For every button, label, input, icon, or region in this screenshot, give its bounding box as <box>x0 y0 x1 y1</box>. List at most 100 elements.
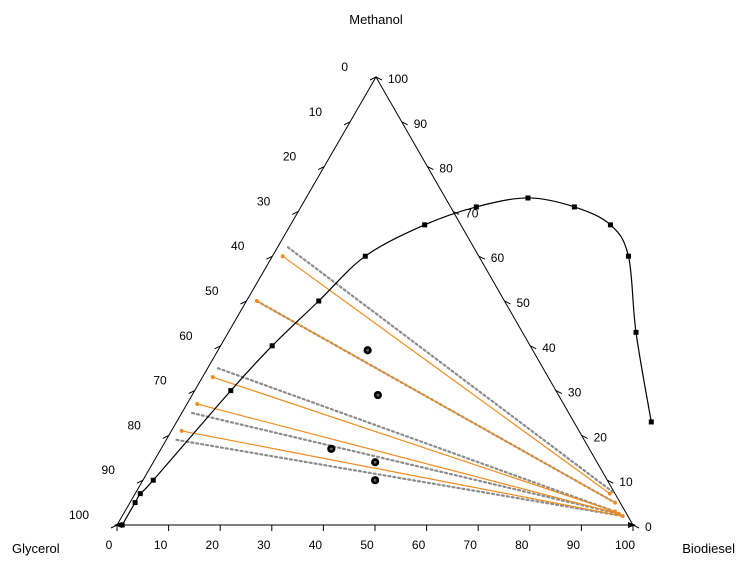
left-tick-mark <box>136 479 144 484</box>
binodal-point <box>119 522 125 528</box>
left-tick-label: 60 <box>179 329 193 343</box>
right-tick-label: 20 <box>594 430 608 444</box>
left-tick-label: 40 <box>231 239 245 253</box>
tie-line-end-point <box>607 491 612 496</box>
tie-line-end-point <box>620 514 625 519</box>
tie-line-end-point <box>195 402 200 407</box>
bottom-tick-label: 40 <box>309 538 323 552</box>
experimental-tie-line <box>256 300 616 504</box>
experimental-tie-line <box>212 376 616 513</box>
binodal-point <box>473 204 479 210</box>
bottom-tick-label: 100 <box>615 538 635 552</box>
left-tick-mark <box>214 345 221 350</box>
left-tick-label: 0 <box>341 60 348 74</box>
right-tick-label: 0 <box>645 520 652 534</box>
left-tick-label: 20 <box>283 150 297 164</box>
left-tick-label: 30 <box>257 194 271 208</box>
vertex-label-left: Glycerol <box>12 541 60 556</box>
right-tick-label: 30 <box>568 386 582 400</box>
right-tick-mark <box>427 166 434 171</box>
left-tick-mark <box>110 524 118 529</box>
experimental-tie-line <box>282 255 611 495</box>
binodal-point <box>648 419 654 425</box>
bottom-tick-label: 80 <box>515 538 529 552</box>
right-tick-mark <box>401 121 408 126</box>
right-tick-mark <box>607 479 614 484</box>
right-tick-label: 90 <box>414 117 428 131</box>
triangle-outline <box>116 75 634 526</box>
vertex-label-top: Methanol <box>349 12 403 27</box>
calculated-tie-line <box>216 367 617 513</box>
bottom-axis: 0 10 20 30 40 50 60 70 80 90 100 <box>106 525 635 552</box>
right-axis: 0 10 20 30 40 50 60 70 80 90 100 <box>375 72 652 534</box>
right-tick-mark <box>555 390 563 395</box>
experimental-tie-line <box>197 403 619 515</box>
right-tick-label: 100 <box>388 72 408 86</box>
experimental-tie-line <box>181 430 623 517</box>
feed-point-center <box>373 460 377 464</box>
right-tick-mark <box>504 300 511 305</box>
feed-point-center <box>376 393 380 397</box>
right-tick-mark <box>529 345 537 350</box>
left-axis: 0 10 20 30 40 50 60 70 80 90 100 <box>69 60 377 529</box>
tie-line-end-point <box>179 428 184 433</box>
left-tick-label: 90 <box>102 463 116 477</box>
left-tick-label: 100 <box>69 508 89 522</box>
calculated-tie-line <box>286 246 617 495</box>
left-tick-label: 10 <box>309 105 323 119</box>
binodal-point <box>316 298 322 304</box>
feed-point-center <box>329 447 333 451</box>
right-tick-mark <box>375 76 383 81</box>
feed-point-center <box>366 348 370 352</box>
binodal-point <box>422 222 428 228</box>
left-tick-label: 80 <box>127 418 141 432</box>
binodal-curve <box>119 195 654 528</box>
tie-line-end-point <box>612 500 617 505</box>
calculated-tie-line <box>190 411 620 515</box>
binodal-point <box>150 477 156 483</box>
bottom-tick-label: 0 <box>106 538 113 552</box>
left-tick-label: 50 <box>205 284 219 298</box>
bottom-tick-label: 60 <box>412 538 426 552</box>
left-tick-mark <box>317 166 325 171</box>
right-tick-label: 60 <box>491 251 505 265</box>
left-tick-label: 70 <box>153 374 167 388</box>
binodal-point <box>228 388 234 394</box>
tie-line-end-point <box>254 299 259 303</box>
binodal-point <box>625 253 631 259</box>
binodal-point <box>633 329 639 335</box>
right-tick-label: 50 <box>517 296 531 310</box>
calculated-tie-line <box>175 438 624 518</box>
right-tick-label: 40 <box>542 341 556 355</box>
tie-line-end-point <box>280 254 285 259</box>
experimental-tie-lines <box>179 254 625 519</box>
right-tick-mark <box>478 255 486 260</box>
left-tick-mark <box>369 76 377 81</box>
corner-marker-biodiesel <box>628 522 636 528</box>
feed-points <box>327 346 382 485</box>
binodal-point <box>607 222 613 228</box>
bottom-tick-label: 30 <box>257 538 271 552</box>
left-tick-mark <box>188 390 195 395</box>
bottom-tick-label: 20 <box>206 538 220 552</box>
right-tick-mark <box>632 524 640 529</box>
left-tick-mark <box>162 434 170 439</box>
left-tick-mark <box>240 300 247 305</box>
bottom-tick-label: 50 <box>360 538 374 552</box>
right-tick-mark <box>581 434 588 439</box>
binodal-point <box>362 253 368 259</box>
binodal-point <box>525 195 531 201</box>
feed-point-center <box>373 478 377 482</box>
tie-line-end-point <box>210 375 215 380</box>
vertex-label-right: Biodiesel <box>682 541 735 556</box>
binodal-line <box>121 197 652 526</box>
binodal-point <box>571 204 577 210</box>
right-tick-label: 70 <box>465 206 479 220</box>
binodal-point <box>269 343 275 349</box>
binodal-point <box>132 500 138 506</box>
binodal-point <box>137 491 143 497</box>
left-tick-mark <box>292 210 299 215</box>
right-tick-label: 10 <box>619 475 633 489</box>
left-tick-mark <box>266 255 273 260</box>
